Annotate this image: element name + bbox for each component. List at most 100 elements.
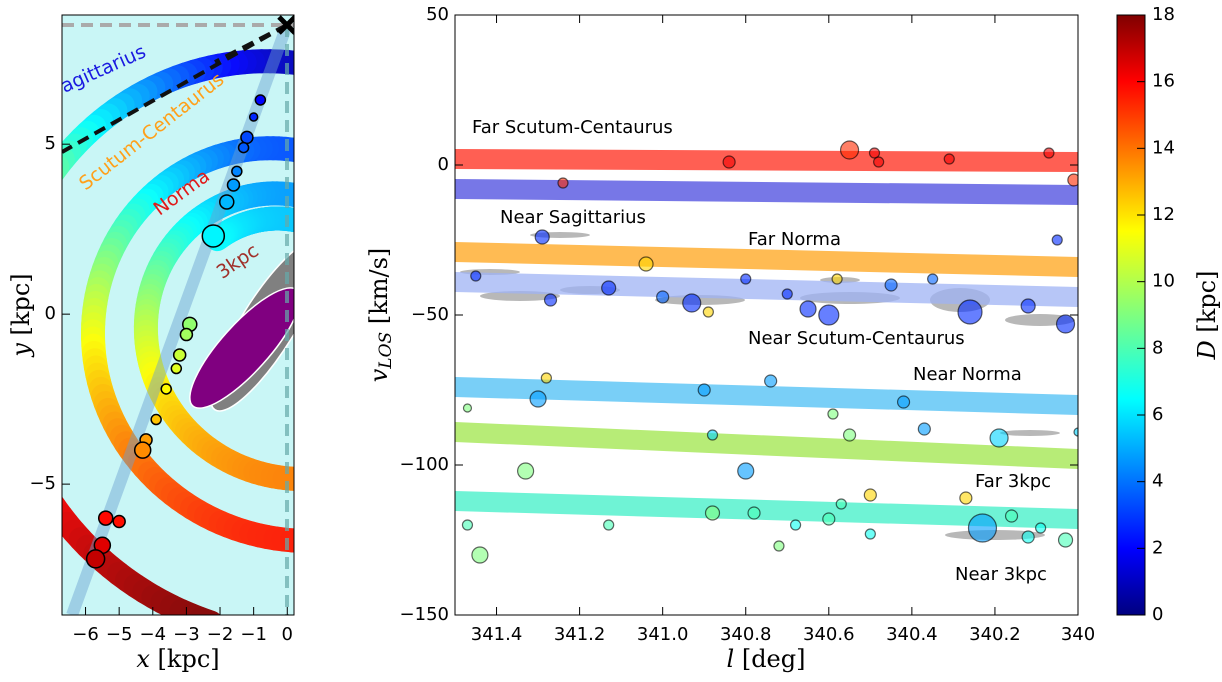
symbol: l	[727, 645, 735, 673]
arm-segment	[1, 351, 2, 361]
band-label: Near Norma	[913, 364, 1022, 385]
x-tick-label: 340.2	[969, 624, 1021, 645]
arm-segment	[30, 464, 34, 473]
source-point	[248, 112, 259, 122]
arm-band	[455, 377, 1078, 415]
arm-segment	[21, 222, 25, 231]
band-label: Near Sagittarius	[500, 207, 646, 228]
arm-band	[455, 149, 1078, 172]
spiral-arm	[133, 181, 294, 491]
arm-segment	[18, 437, 22, 446]
arm-segment	[22, 446, 26, 455]
source-point	[254, 94, 267, 106]
x-tick-label: −5	[106, 624, 133, 645]
arm-segment	[62, 167, 64, 181]
x-tick-label: 340.4	[886, 624, 938, 645]
arm-segment	[18, 230, 21, 239]
arm-segment	[15, 239, 18, 248]
source-point	[529, 390, 547, 408]
arm-band	[455, 179, 1078, 205]
arm-segment	[2, 294, 3, 303]
left-frame	[61, 14, 295, 616]
source-point	[160, 383, 172, 395]
source-point	[702, 306, 714, 318]
arm-segment	[7, 399, 9, 409]
colorbar	[1116, 14, 1146, 616]
x-tick-label: −6	[72, 624, 99, 645]
arm-segment	[37, 189, 42, 197]
x-tick-label: −4	[140, 624, 167, 645]
source-point	[818, 304, 840, 326]
unit	[365, 324, 393, 332]
arm-segment	[291, 56, 294, 71]
arm-segment	[285, 138, 294, 162]
arm-segment	[12, 248, 15, 257]
source-point	[172, 348, 187, 362]
arm-segment	[283, 50, 294, 75]
source-point	[471, 546, 489, 564]
source-point	[831, 273, 843, 285]
source-point	[240, 130, 254, 145]
colorbar-tick-label: 14	[1152, 137, 1175, 158]
source-point	[864, 528, 876, 540]
arm-segment	[179, 603, 213, 615]
arm-segment	[2, 370, 3, 380]
sun-marker	[277, 15, 294, 35]
colorbar-tick-label: 4	[1152, 471, 1163, 492]
arm-segment	[4, 285, 6, 294]
source-point	[842, 428, 857, 442]
source-point	[638, 256, 654, 272]
source-point	[740, 273, 752, 285]
colorbar-tick-label: 16	[1152, 71, 1175, 92]
source-point	[237, 141, 250, 154]
colorbar-tick-label: 8	[1152, 337, 1163, 358]
source-point	[747, 506, 761, 520]
source-point	[517, 462, 535, 480]
source-point	[989, 428, 1009, 448]
arm-segment	[1, 361, 2, 371]
source-point	[799, 300, 817, 318]
arm-segment	[12, 418, 15, 427]
arm-segment	[1, 303, 2, 312]
source-point	[656, 290, 670, 304]
left-y-label: y [kpc]	[7, 273, 35, 357]
unit: [kpc]	[1193, 271, 1221, 333]
source-point	[682, 293, 702, 313]
boundary-line	[214, 23, 288, 64]
source-point	[781, 288, 793, 300]
source-point	[1020, 298, 1036, 314]
source-point	[873, 156, 885, 168]
arm-segment	[1, 313, 2, 323]
x-tick-label: −3	[173, 624, 200, 645]
band-label: Far 3kpc	[975, 471, 1051, 492]
source-point	[540, 372, 552, 384]
source-point	[704, 505, 721, 521]
arm-segment	[9, 257, 11, 266]
source-point	[789, 519, 802, 531]
source-point	[764, 374, 778, 388]
band-label: Near 3kpc	[955, 564, 1047, 585]
arm-segment	[282, 183, 294, 208]
x-tick-label: −1	[240, 624, 267, 645]
unit: [km/s]	[365, 248, 393, 324]
source-point	[603, 519, 615, 531]
x-tick-label: 341.2	[554, 624, 606, 645]
source-point	[827, 408, 839, 420]
source-point	[1051, 234, 1063, 246]
source-point	[1067, 173, 1078, 187]
arm-segment	[62, 155, 70, 181]
arm-segment	[62, 496, 68, 518]
symbol: y	[7, 343, 35, 358]
source-point	[1057, 532, 1074, 548]
unit: [kpc]	[7, 273, 35, 335]
source-point	[461, 519, 474, 531]
subscript: LOS	[376, 332, 396, 370]
arm-segment	[26, 455, 30, 464]
source-point	[543, 293, 558, 307]
symbol: D	[1193, 340, 1221, 360]
colorbar-tick-label: 10	[1152, 271, 1175, 292]
source-point	[601, 280, 617, 296]
arm-segment	[28, 205, 32, 213]
